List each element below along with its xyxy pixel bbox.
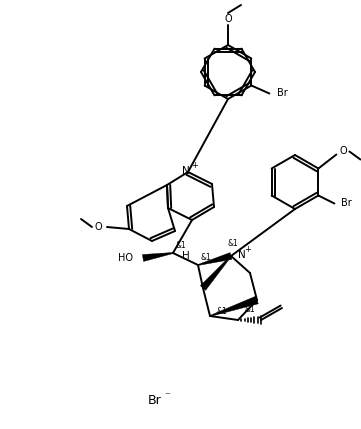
Text: &1: &1 <box>228 239 238 248</box>
Text: Br: Br <box>342 199 352 208</box>
Polygon shape <box>210 296 258 317</box>
Text: O: O <box>340 146 347 157</box>
Text: N: N <box>238 250 246 260</box>
Polygon shape <box>200 256 231 290</box>
Text: &1: &1 <box>201 254 212 263</box>
Text: N: N <box>182 166 190 176</box>
Text: +: + <box>192 161 199 170</box>
Text: Br: Br <box>148 393 162 407</box>
Polygon shape <box>143 253 173 261</box>
Text: &1: &1 <box>175 242 186 251</box>
Text: &1: &1 <box>217 306 227 315</box>
Text: ⁻: ⁻ <box>164 391 170 401</box>
Text: HO: HO <box>118 253 133 263</box>
Text: H: H <box>182 251 190 261</box>
Polygon shape <box>198 253 232 266</box>
Text: &1: &1 <box>245 305 255 314</box>
Text: +: + <box>244 245 252 254</box>
Text: O: O <box>94 222 102 232</box>
Text: O: O <box>224 14 232 24</box>
Text: Br: Br <box>277 88 288 99</box>
